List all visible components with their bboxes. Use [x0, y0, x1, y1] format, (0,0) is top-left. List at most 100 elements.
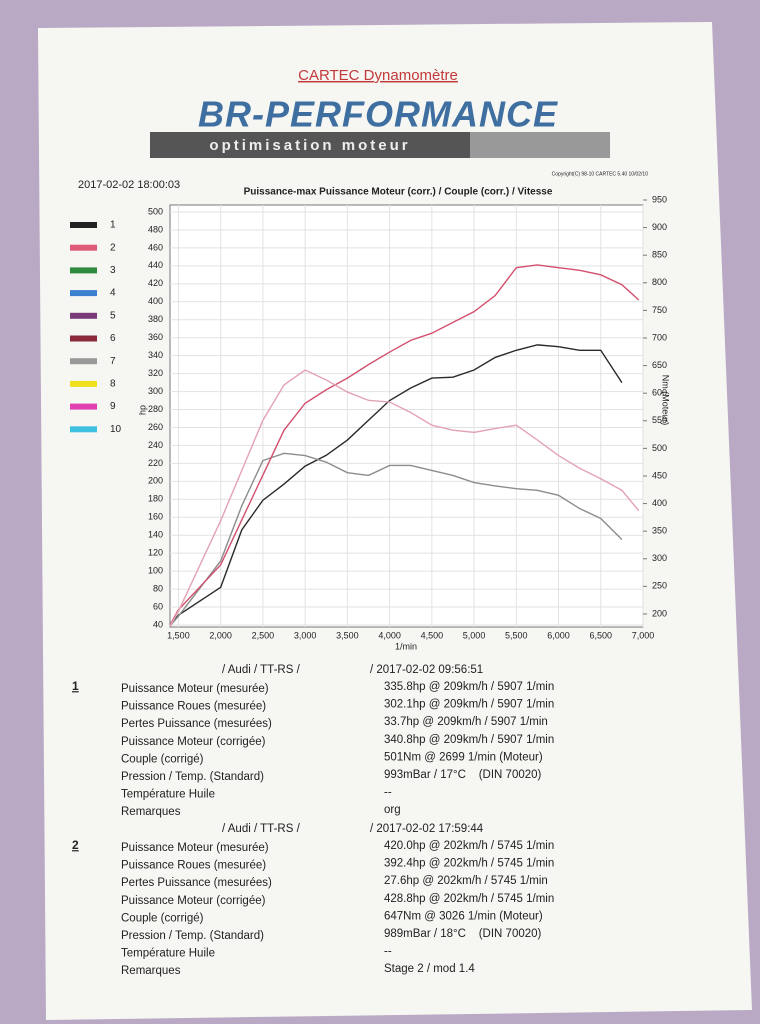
run-vehicle: / Audi / TT-RS / — [222, 664, 301, 676]
row-value: 392.4hp @ 202km/h / 5745 1/min — [384, 858, 554, 870]
legend-swatch — [70, 403, 97, 410]
row-label: Puissance Moteur (corrigée) — [121, 895, 266, 907]
row-value: 302.1hp @ 209km/h / 5907 1/min — [384, 699, 554, 711]
x-tick-label: 2,500 — [252, 630, 275, 640]
row-label: Puissance Roues (mesurée) — [121, 860, 266, 872]
row-value: -- — [384, 787, 392, 799]
row-value: 989mBar / 18°C (DIN 70020) — [384, 928, 542, 940]
y-tick-label: 220 — [148, 458, 163, 468]
legend-swatch — [70, 335, 97, 342]
row-value: -- — [384, 946, 392, 958]
y-tick-label: 100 — [148, 566, 163, 576]
y2-tick-label: 450 — [652, 470, 667, 480]
row-label: Puissance Moteur (corrigée) — [121, 736, 266, 748]
y2-tick-label: 550 — [652, 415, 667, 425]
y-tick-label: 380 — [148, 314, 163, 324]
x-tick-label: 5,500 — [505, 630, 528, 640]
row-label: Puissance Moteur (mesurée) — [121, 683, 269, 695]
row-value: org — [384, 804, 401, 816]
row-label: Pertes Puissance (mesurées) — [121, 718, 272, 730]
y-tick-label: 40 — [153, 619, 163, 629]
row-value: Stage 2 / mod 1.4 — [384, 963, 475, 975]
run-number: 2 — [72, 838, 79, 852]
row-value: 27.6hp @ 202km/h / 5745 1/min — [384, 875, 548, 887]
y2-tick-label: 950 — [652, 194, 667, 204]
y-tick-label: 480 — [148, 224, 163, 234]
x-tick-label: 4,000 — [378, 630, 401, 640]
y2-tick-label: 400 — [652, 498, 667, 508]
row-label: Couple (corrigé) — [121, 753, 204, 765]
y-tick-label: 420 — [148, 278, 163, 288]
row-value: 340.8hp @ 209km/h / 5907 1/min — [384, 734, 554, 746]
run-number: 1 — [72, 679, 79, 693]
y-tick-label: 180 — [148, 494, 163, 504]
y-tick-label: 120 — [148, 548, 163, 558]
y-tick-label: 260 — [148, 422, 163, 432]
legend-label: 2 — [110, 242, 116, 253]
row-value: 33.7hp @ 209km/h / 5907 1/min — [384, 716, 548, 728]
x-tick-label: 4,500 — [421, 630, 444, 640]
legend-swatch — [70, 312, 97, 319]
data-line — [169, 264, 640, 626]
y2-tick-label: 600 — [652, 388, 667, 398]
row-label: Couple (corrigé) — [121, 912, 204, 924]
x-tick-label: 6,500 — [590, 630, 613, 640]
row-label: Pression / Temp. (Standard) — [121, 930, 264, 942]
y-tick-label: 160 — [148, 512, 163, 522]
run-date: / 2017-02-02 09:56:51 — [370, 664, 483, 676]
legend-swatch — [70, 222, 97, 228]
y-tick-label: 320 — [148, 368, 163, 378]
y-tick-label: 340 — [148, 350, 163, 360]
row-value: 335.8hp @ 209km/h / 5907 1/min — [384, 681, 554, 693]
y2-tick-label: 700 — [652, 332, 667, 342]
y2-tick-label: 250 — [652, 581, 667, 591]
y-tick-label: 140 — [148, 530, 163, 540]
legend-label: 5 — [110, 310, 116, 321]
legend-swatch — [70, 290, 97, 297]
y-tick-label: 60 — [153, 601, 163, 611]
data-line — [169, 369, 640, 627]
y-tick-label: 360 — [148, 332, 163, 342]
y-tick-label: 280 — [148, 404, 163, 414]
y-tick-label: 300 — [148, 386, 163, 396]
y-tick-label: 400 — [148, 296, 163, 306]
plot-area — [169, 204, 644, 628]
brand-logo: BR-PERFORMANCE — [198, 94, 558, 135]
legend-label: 8 — [110, 379, 116, 390]
row-value: 501Nm @ 2699 1/min (Moteur) — [384, 751, 543, 763]
x-tick-label: 2,000 — [209, 630, 232, 640]
data-line — [169, 344, 623, 626]
x-tick-label: 7,000 — [632, 630, 655, 640]
tagline: optimisation moteur — [209, 137, 410, 154]
y-tick-label: 240 — [148, 440, 163, 450]
legend-swatch — [70, 426, 97, 433]
legend-label: 10 — [110, 424, 122, 435]
x-axis-label: 1/min — [395, 641, 417, 651]
legend-label: 7 — [110, 356, 116, 367]
row-label: Puissance Moteur (mesurée) — [121, 842, 269, 854]
timestamp: 2017-02-02 18:00:03 — [78, 179, 180, 191]
legend-swatch — [70, 267, 97, 274]
doc-title: CARTEC Dynamomètre — [298, 67, 458, 84]
y2-tick-label: 200 — [652, 608, 667, 618]
y2-tick-label: 900 — [652, 222, 667, 232]
y-tick-label: 460 — [148, 242, 163, 252]
legend-label: 6 — [110, 333, 116, 344]
y2-tick-label: 500 — [652, 443, 667, 453]
row-label: Puissance Roues (mesurée) — [121, 701, 266, 713]
row-label: Pertes Puissance (mesurées) — [121, 877, 272, 889]
copyright: Copyright(C) 98-10 CARTEC 5.40 10/02/10 — [552, 171, 649, 177]
chart-title: Puissance-max Puissance Moteur (corr.) /… — [244, 187, 553, 198]
row-value: 420.0hp @ 202km/h / 5745 1/min — [384, 840, 554, 852]
y2-tick-label: 750 — [652, 305, 667, 315]
y2-tick-label: 350 — [652, 526, 667, 536]
run-date: / 2017-02-02 17:59:44 — [370, 823, 484, 835]
row-label: Température Huile — [121, 948, 215, 960]
x-tick-label: 3,000 — [294, 630, 317, 640]
legend-label: 1 — [110, 220, 116, 231]
logo-banner — [150, 132, 470, 158]
row-label: Remarques — [121, 965, 181, 977]
legend-swatch — [70, 244, 97, 251]
